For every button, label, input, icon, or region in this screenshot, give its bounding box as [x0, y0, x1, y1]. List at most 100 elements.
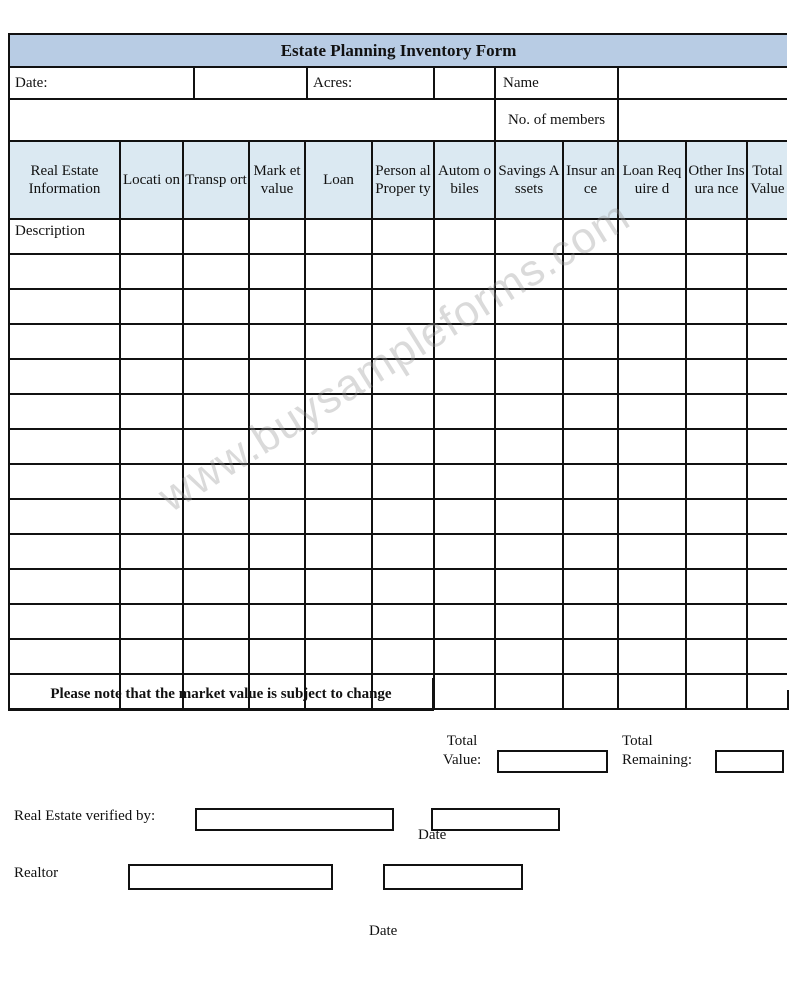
table-cell[interactable]	[494, 218, 564, 255]
table-cell[interactable]	[685, 393, 748, 430]
table-cell[interactable]	[685, 358, 748, 395]
table-cell[interactable]	[494, 638, 564, 675]
table-cell[interactable]	[8, 498, 121, 535]
table-cell[interactable]	[304, 288, 373, 325]
table-cell[interactable]	[494, 603, 564, 640]
table-cell[interactable]	[248, 323, 306, 360]
table-cell[interactable]	[433, 358, 496, 395]
table-cell[interactable]	[494, 533, 564, 570]
table-cell[interactable]	[182, 358, 250, 395]
table-cell[interactable]	[182, 288, 250, 325]
table-cell[interactable]	[494, 463, 564, 500]
verified-date-field[interactable]	[431, 808, 560, 831]
table-cell[interactable]	[8, 463, 121, 500]
table-cell[interactable]	[562, 323, 619, 360]
blank-field[interactable]	[8, 98, 496, 142]
table-cell[interactable]	[304, 428, 373, 465]
table-cell[interactable]	[433, 498, 496, 535]
table-cell[interactable]	[685, 638, 748, 675]
table-cell[interactable]	[562, 638, 619, 675]
table-cell[interactable]	[119, 288, 184, 325]
realtor-field[interactable]	[128, 864, 333, 890]
table-cell[interactable]	[119, 603, 184, 640]
table-cell[interactable]	[182, 533, 250, 570]
table-cell[interactable]	[617, 638, 687, 675]
table-cell[interactable]	[304, 673, 373, 710]
table-cell[interactable]	[433, 673, 496, 710]
table-cell[interactable]	[617, 463, 687, 500]
table-cell[interactable]	[304, 393, 373, 430]
table-cell[interactable]	[685, 218, 748, 255]
table-cell[interactable]	[562, 358, 619, 395]
table-cell[interactable]	[494, 568, 564, 605]
table-cell[interactable]	[617, 428, 687, 465]
table-cell[interactable]	[746, 673, 789, 710]
table-cell[interactable]	[304, 568, 373, 605]
table-cell[interactable]	[182, 603, 250, 640]
table-cell[interactable]	[371, 498, 435, 535]
table-cell[interactable]	[433, 603, 496, 640]
table-cell[interactable]	[685, 253, 748, 290]
table-cell[interactable]	[304, 533, 373, 570]
table-cell[interactable]	[119, 323, 184, 360]
table-cell[interactable]	[371, 358, 435, 395]
table-cell[interactable]	[562, 393, 619, 430]
table-cell[interactable]	[119, 673, 184, 710]
table-cell[interactable]	[746, 428, 789, 465]
table-cell[interactable]	[304, 463, 373, 500]
table-cell[interactable]	[304, 603, 373, 640]
table-cell[interactable]	[746, 533, 789, 570]
table-cell[interactable]	[371, 673, 435, 710]
table-cell[interactable]	[617, 498, 687, 535]
table-cell[interactable]	[685, 428, 748, 465]
table-cell[interactable]	[617, 218, 687, 255]
table-cell[interactable]	[182, 323, 250, 360]
table-cell[interactable]	[119, 463, 184, 500]
table-cell[interactable]	[182, 638, 250, 675]
table-cell[interactable]	[746, 323, 789, 360]
table-cell[interactable]	[371, 638, 435, 675]
table-cell[interactable]	[248, 568, 306, 605]
table-cell[interactable]	[494, 288, 564, 325]
table-cell[interactable]	[433, 533, 496, 570]
table-cell[interactable]	[119, 568, 184, 605]
table-cell[interactable]	[182, 498, 250, 535]
table-cell[interactable]	[617, 253, 687, 290]
table-cell[interactable]	[248, 218, 306, 255]
table-cell[interactable]	[8, 253, 121, 290]
table-cell[interactable]	[617, 358, 687, 395]
table-cell[interactable]	[562, 603, 619, 640]
table-cell[interactable]	[8, 393, 121, 430]
table-cell[interactable]	[746, 253, 789, 290]
table-cell[interactable]	[119, 218, 184, 255]
verified-by-field[interactable]	[195, 808, 394, 831]
table-cell[interactable]	[617, 323, 687, 360]
table-cell[interactable]	[371, 288, 435, 325]
table-cell[interactable]	[248, 603, 306, 640]
table-cell[interactable]	[371, 393, 435, 430]
table-cell[interactable]	[371, 533, 435, 570]
table-cell[interactable]	[371, 218, 435, 255]
table-cell[interactable]	[433, 428, 496, 465]
table-cell[interactable]	[248, 638, 306, 675]
table-cell[interactable]	[182, 673, 250, 710]
table-cell[interactable]	[494, 673, 564, 710]
table-cell[interactable]	[562, 673, 619, 710]
table-cell[interactable]	[182, 463, 250, 500]
table-cell[interactable]	[562, 463, 619, 500]
table-cell[interactable]	[562, 288, 619, 325]
table-cell[interactable]	[617, 603, 687, 640]
table-cell[interactable]	[371, 603, 435, 640]
table-cell[interactable]	[433, 568, 496, 605]
table-cell[interactable]	[182, 218, 250, 255]
table-cell[interactable]	[494, 323, 564, 360]
table-cell[interactable]	[685, 323, 748, 360]
table-cell[interactable]	[494, 428, 564, 465]
table-cell[interactable]	[119, 358, 184, 395]
table-cell[interactable]	[119, 638, 184, 675]
table-cell[interactable]	[182, 393, 250, 430]
table-cell[interactable]	[562, 498, 619, 535]
table-cell[interactable]	[433, 253, 496, 290]
table-cell[interactable]	[685, 533, 748, 570]
table-cell[interactable]	[685, 463, 748, 500]
